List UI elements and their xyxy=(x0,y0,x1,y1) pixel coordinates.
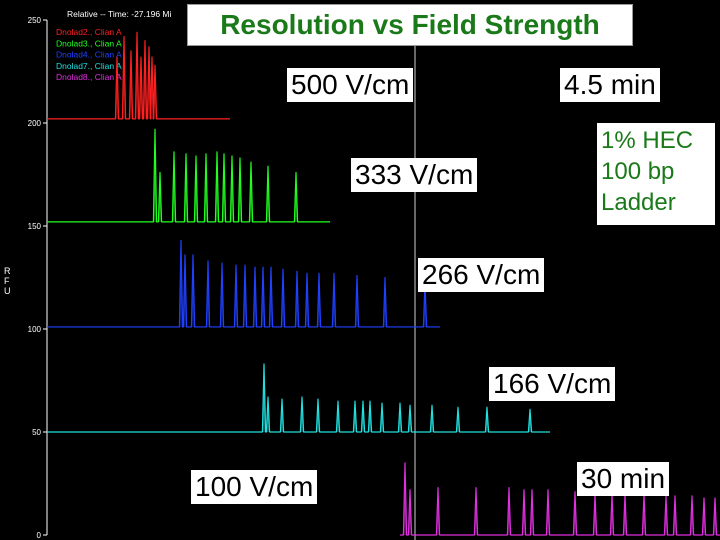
y-tick-label: 0 xyxy=(37,531,42,540)
y-axis-label-char: U xyxy=(4,286,11,296)
trace-series xyxy=(47,31,230,120)
chart-title-box: Resolution vs Field Strength xyxy=(187,4,633,46)
header-text: Relative -- Time: -27.196 Mi xyxy=(67,9,172,19)
legend-entry: Dnolad8., Clian A xyxy=(56,72,122,82)
label-500-vcm: 500 V/cm xyxy=(287,68,414,102)
chart-title: Resolution vs Field Strength xyxy=(220,9,600,40)
y-axis-label-group: RFU xyxy=(4,266,11,296)
y-tick-label: 50 xyxy=(32,428,41,437)
label-time-start: 4.5 min xyxy=(560,68,660,102)
y-axis-label-char: R xyxy=(4,266,11,276)
y-tick-label: 150 xyxy=(28,222,42,231)
note-line-2: 100 bp xyxy=(601,158,675,185)
note-box: 1% HEC 100 bp Ladder xyxy=(597,123,715,225)
y-tick-label: 250 xyxy=(28,16,42,25)
label-333-vcm: 333 V/cm xyxy=(351,158,478,192)
traces xyxy=(47,31,720,536)
trace-series xyxy=(47,128,330,223)
y-tick-label: 200 xyxy=(28,119,42,128)
label-166-vcm: 166 V/cm xyxy=(489,367,616,401)
legend-entry: Dnolad3., Clian A xyxy=(56,38,122,48)
note-line-3: Ladder xyxy=(601,189,676,216)
trace-series xyxy=(47,239,440,328)
y-tick-label: 100 xyxy=(28,325,42,334)
legend-entry: Dnolad4., Clian A xyxy=(56,50,122,60)
trace-series xyxy=(400,462,720,536)
legend-entry: Dnolad2., Clian A xyxy=(56,27,122,37)
trace-series xyxy=(47,363,550,433)
trace-line xyxy=(400,462,720,536)
trace-line xyxy=(47,363,550,433)
label-100-vcm: 100 V/cm xyxy=(191,470,318,504)
note-line-1: 1% HEC xyxy=(601,127,694,154)
header-text-group: Relative -- Time: -27.196 Mi xyxy=(67,9,172,19)
label-266-vcm: 266 V/cm xyxy=(418,258,545,292)
legend-entry: Dnolad7., Clian A xyxy=(56,61,122,71)
trace-line xyxy=(47,239,440,328)
trace-line xyxy=(47,128,330,223)
y-axis: 0 50 100 150 200 250 xyxy=(28,16,48,540)
y-axis-label-char: F xyxy=(4,276,10,286)
label-time-end: 30 min xyxy=(577,462,670,496)
